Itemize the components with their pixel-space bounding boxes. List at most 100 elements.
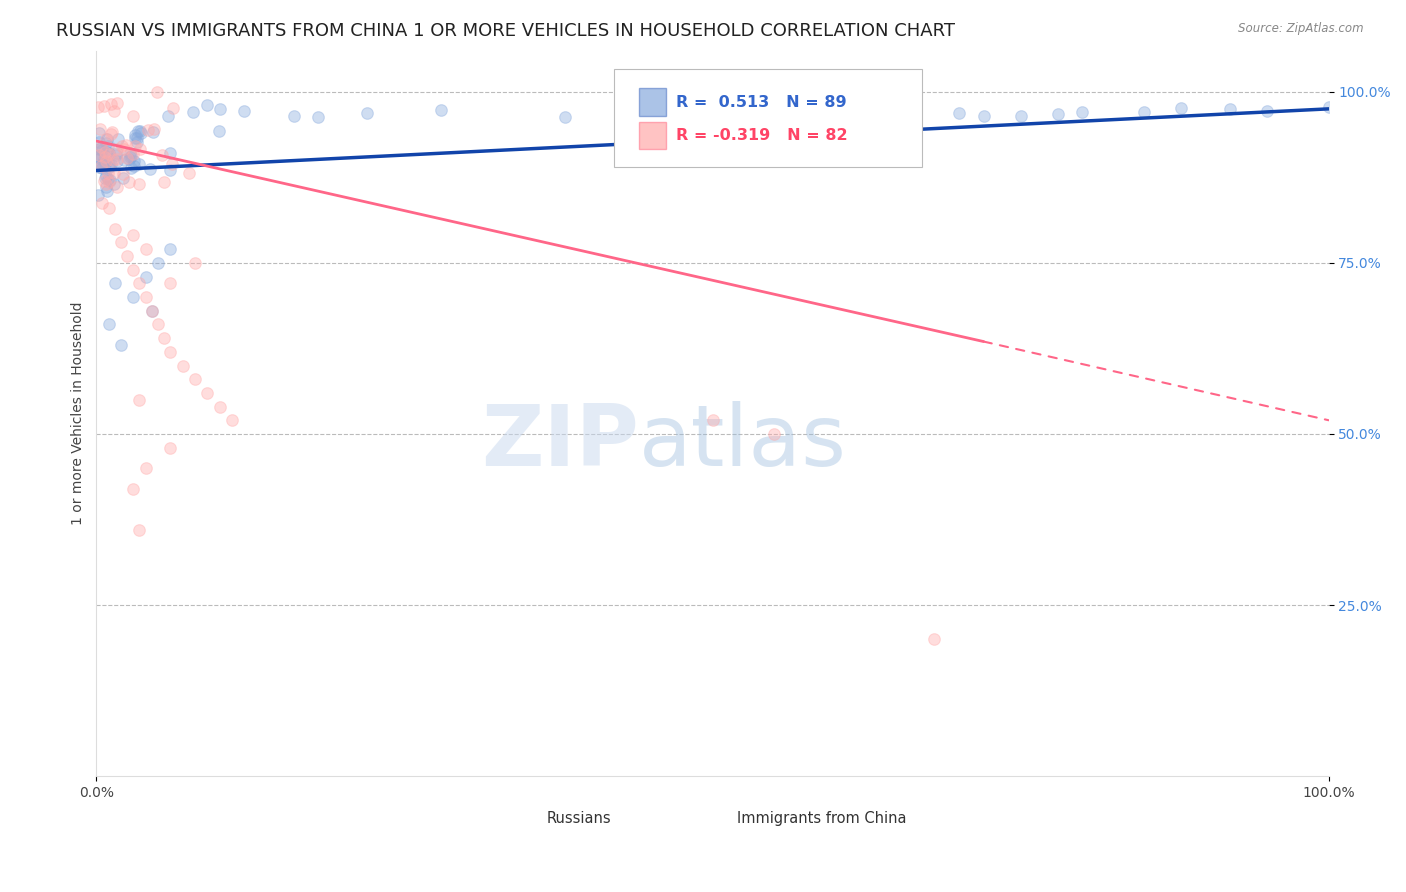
Point <box>90 161 112 175</box>
Point <box>93 153 115 167</box>
Point <box>100 96 122 111</box>
Point <box>128 124 150 138</box>
Point <box>128 157 150 171</box>
Point <box>195 98 218 112</box>
Point <box>159 146 181 161</box>
Point <box>1317 100 1340 114</box>
Point <box>208 124 231 138</box>
Point <box>181 104 204 119</box>
Point <box>184 256 207 270</box>
Point <box>1071 104 1094 119</box>
Point <box>96 184 118 198</box>
Point <box>103 166 125 180</box>
Point <box>124 131 146 145</box>
Point <box>124 128 146 142</box>
Point <box>98 173 121 187</box>
Point <box>117 151 139 165</box>
Bar <box>700 807 727 829</box>
Point <box>973 109 995 123</box>
Point <box>96 179 118 194</box>
Point <box>128 277 150 291</box>
Point <box>948 106 970 120</box>
Point <box>100 128 122 142</box>
Point <box>105 95 128 110</box>
Point <box>136 123 159 137</box>
Point <box>122 228 145 243</box>
Bar <box>509 807 536 829</box>
Point <box>702 108 724 122</box>
Point <box>307 111 329 125</box>
Point <box>90 196 112 211</box>
Point <box>107 145 129 160</box>
Point <box>97 165 120 179</box>
Point <box>162 101 184 115</box>
Point <box>117 152 139 166</box>
Point <box>96 145 118 159</box>
Point <box>112 171 135 186</box>
Point <box>128 392 150 407</box>
Point <box>125 135 148 149</box>
Point <box>157 109 180 123</box>
Point <box>208 103 231 117</box>
Point <box>97 318 120 332</box>
Point <box>115 138 138 153</box>
Point <box>172 359 194 373</box>
Point <box>924 632 946 647</box>
Point <box>159 163 181 178</box>
Point <box>195 385 218 400</box>
Point <box>152 148 174 162</box>
Point <box>118 145 141 160</box>
Point <box>115 249 138 263</box>
Point <box>90 143 112 157</box>
Point <box>141 303 163 318</box>
Point <box>135 290 157 304</box>
Point <box>101 124 124 138</box>
Point <box>111 167 134 181</box>
Point <box>98 146 121 161</box>
Point <box>430 103 453 117</box>
Point <box>120 149 142 163</box>
Point <box>1133 104 1156 119</box>
Point <box>1046 107 1069 121</box>
Point <box>146 318 169 332</box>
Point <box>90 140 112 154</box>
Point <box>105 152 128 166</box>
Point <box>121 147 143 161</box>
Point <box>124 139 146 153</box>
Point <box>98 145 121 160</box>
Point <box>89 149 111 163</box>
Point <box>97 172 120 186</box>
Point <box>97 160 120 174</box>
Point <box>1256 104 1278 119</box>
Point <box>87 160 110 174</box>
Point <box>104 277 127 291</box>
Point <box>122 262 145 277</box>
Y-axis label: 1 or more Vehicles in Household: 1 or more Vehicles in Household <box>72 301 86 525</box>
Point <box>118 150 141 164</box>
Point <box>1219 103 1241 117</box>
Point <box>208 400 231 414</box>
Point <box>97 201 120 215</box>
Point <box>135 269 157 284</box>
Point <box>97 139 120 153</box>
Point <box>763 426 786 441</box>
Point <box>90 141 112 155</box>
Point <box>90 158 112 172</box>
Point <box>86 100 108 114</box>
Point <box>141 303 163 318</box>
Point <box>107 180 129 194</box>
Point <box>98 157 121 171</box>
Point <box>87 149 110 163</box>
Point <box>886 100 908 114</box>
Point <box>129 142 152 156</box>
Point <box>128 523 150 537</box>
Point <box>93 145 115 160</box>
Point <box>160 156 183 170</box>
Point <box>87 135 110 149</box>
Point <box>94 136 117 150</box>
Point <box>105 153 128 168</box>
Point <box>112 142 135 156</box>
Text: R = -0.319   N = 82: R = -0.319 N = 82 <box>675 128 848 143</box>
Point <box>94 154 117 169</box>
Point <box>86 188 108 202</box>
